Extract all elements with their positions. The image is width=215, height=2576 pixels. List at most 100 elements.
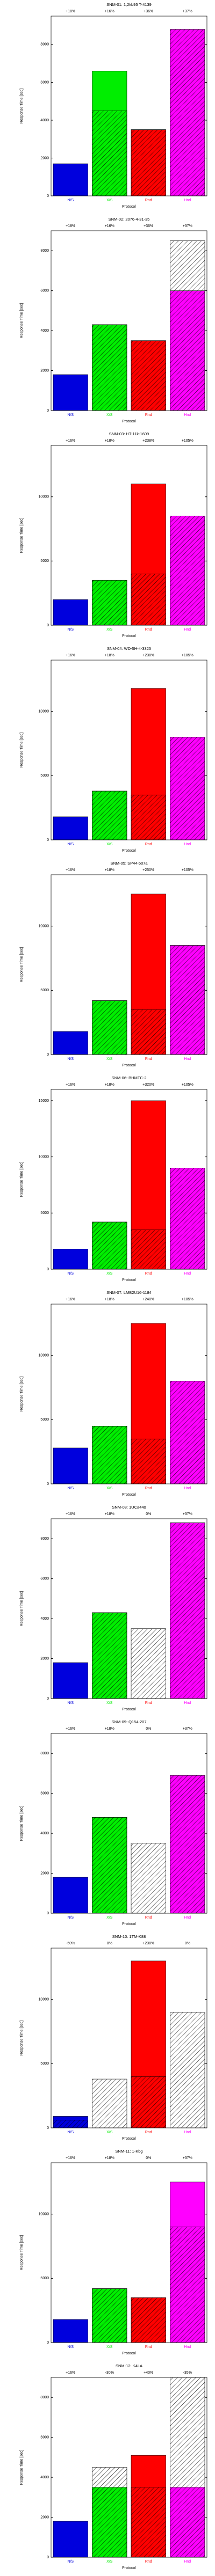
chart-title: SNM-11: 1-Kbg: [115, 2149, 142, 2154]
bar: [53, 1447, 88, 1484]
x-tick-label: Rnd: [145, 1487, 152, 1490]
top-label: +16%: [66, 1727, 75, 1731]
x-tick-label: N/S: [67, 1487, 74, 1490]
x-axis-label: Protocol: [122, 849, 136, 853]
x-axis-label: Protocol: [122, 1278, 136, 1282]
hatched-bar: [92, 1426, 127, 1484]
y-tick-label: 10000: [39, 495, 49, 499]
top-label: +16%: [66, 654, 75, 657]
chart-title: SNM-06: BHMTC-2: [111, 1075, 146, 1080]
plot-frame: [51, 445, 207, 626]
hatched-bar: [170, 945, 205, 1055]
top-label: +240%: [142, 1298, 154, 1301]
y-tick-label: 8000: [40, 1752, 49, 1755]
x-tick-label: N/S: [67, 1272, 74, 1276]
x-tick-label: Hnd: [184, 1272, 191, 1276]
x-axis-label: Protocol: [122, 1493, 136, 1497]
y-tick-label: 10000: [39, 925, 49, 928]
top-label: +18%: [105, 2156, 114, 2160]
top-label: +18%: [105, 654, 114, 657]
x-tick-label: Rnd: [145, 2560, 152, 2564]
top-label: -50%: [66, 1942, 75, 1945]
y-tick-label: 2000: [40, 1657, 49, 1660]
hatched-bar: [131, 340, 166, 411]
top-label: +16%: [66, 1298, 75, 1301]
hatched-bar: [131, 794, 166, 840]
top-label: -35%: [183, 2371, 192, 2375]
top-label: 0%: [146, 2156, 151, 2160]
hatched-bar: [53, 2120, 88, 2128]
y-tick-label: 2000: [40, 1871, 49, 1875]
chart-title: SNM-01: 1,2kb95 T-4139: [106, 2, 152, 7]
plot-frame: [51, 1089, 207, 1270]
chart-title: SNM-03: HT-11k-1609: [109, 431, 149, 436]
hatched-bar: [131, 2297, 166, 2343]
x-tick-label: X/S: [106, 413, 113, 417]
hatched-bar: [131, 1628, 166, 1699]
y-axis-label: Response Time [sec]: [20, 89, 24, 123]
y-tick-label: 5000: [40, 989, 49, 992]
x-tick-label: Rnd: [145, 628, 152, 632]
y-axis-label: Response Time [sec]: [20, 2450, 24, 2485]
x-tick-label: Rnd: [145, 2131, 152, 2134]
x-tick-label: X/S: [106, 1916, 113, 1920]
x-tick-label: X/S: [106, 1701, 113, 1705]
y-tick-label: 0: [47, 624, 49, 627]
top-label: 0%: [107, 1942, 112, 1945]
top-label: +105%: [182, 654, 194, 657]
y-tick-label: 0: [47, 1912, 49, 1915]
y-tick-label: 4000: [40, 119, 49, 122]
chart-title: SNM-10: 1TM-K88: [112, 1934, 146, 1939]
x-tick-label: X/S: [106, 2560, 113, 2564]
top-label: +105%: [182, 1298, 194, 1301]
hatched-bar: [131, 573, 166, 626]
x-tick-label: X/S: [106, 1272, 113, 1276]
top-label: +18%: [105, 1512, 114, 1516]
x-tick-label: Hnd: [184, 1487, 191, 1490]
top-label: -30%: [105, 2371, 114, 2375]
hatched-bar: [170, 2377, 205, 2558]
top-label: +18%: [105, 439, 114, 443]
top-label: +40%: [144, 2371, 153, 2375]
top-label: +36%: [144, 10, 153, 13]
y-axis-label: Response Time [sec]: [20, 733, 24, 767]
chart-title: SNM-07: LMB2U16-1184: [106, 1290, 152, 1295]
hatched-bar: [170, 2012, 205, 2128]
hatched-bar: [92, 1817, 127, 1914]
x-tick-label: N/S: [67, 2345, 74, 2349]
plot-frame: [51, 1304, 207, 1484]
x-tick-label: N/S: [67, 2560, 74, 2564]
x-tick-label: Hnd: [184, 628, 191, 632]
top-label: +105%: [182, 439, 194, 443]
top-label: +105%: [182, 1083, 194, 1087]
top-label: +16%: [105, 224, 114, 228]
x-axis-label: Protocol: [122, 1922, 136, 1926]
bar: [53, 816, 88, 840]
top-label: +16%: [66, 439, 75, 443]
x-tick-label: Hnd: [184, 2345, 191, 2349]
x-tick-label: Hnd: [184, 2131, 191, 2134]
y-axis-label: Response Time [sec]: [20, 1591, 24, 1626]
x-tick-label: N/S: [67, 1057, 74, 1061]
top-label: +37%: [183, 2156, 192, 2160]
x-tick-label: N/S: [67, 1916, 74, 1920]
hatched-bar: [170, 737, 205, 840]
y-tick-label: 0: [47, 1268, 49, 1271]
y-tick-label: 8000: [40, 249, 49, 253]
bar: [53, 1877, 88, 1914]
y-tick-label: 10000: [39, 1155, 49, 1159]
y-tick-label: 2000: [40, 2515, 49, 2519]
x-tick-label: N/S: [67, 843, 74, 846]
top-label: +16%: [105, 10, 114, 13]
y-axis-label: Response Time [sec]: [20, 947, 24, 982]
x-axis-label: Protocol: [122, 2352, 136, 2355]
plot-frame: [51, 16, 207, 196]
top-label: +16%: [66, 1512, 75, 1516]
y-tick-label: 0: [47, 2126, 49, 2130]
bar: [53, 163, 88, 196]
top-label: +250%: [142, 868, 154, 872]
top-label: +18%: [66, 224, 75, 228]
bar: [53, 2319, 88, 2343]
hatched-bar: [92, 2288, 127, 2343]
